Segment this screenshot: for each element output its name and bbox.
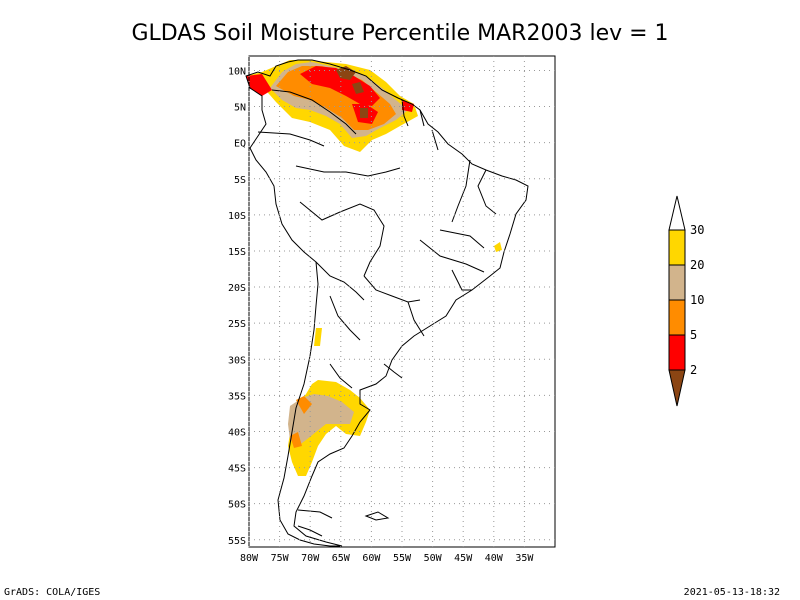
colorbar-label-30: 30 <box>690 223 704 237</box>
percentile-shading <box>246 60 502 476</box>
lat-lon-grid <box>248 56 555 547</box>
x-tick-label: 55W <box>393 553 412 564</box>
y-tick-label: 25S <box>228 319 246 330</box>
coastline-and-borders <box>245 59 529 547</box>
x-tick-label: 50W <box>424 553 443 564</box>
y-tick-label: 10N <box>228 66 246 77</box>
x-tick-label: 65W <box>332 553 351 564</box>
colorbar-label-10: 10 <box>690 293 704 307</box>
x-tick-label: 75W <box>271 553 290 564</box>
x-tick-label: 45W <box>454 553 473 564</box>
x-tick-label: 35W <box>515 553 534 564</box>
colorbar-segment-10-20 <box>668 264 686 301</box>
y-tick-label: 15S <box>228 247 246 258</box>
y-tick-label: 20S <box>228 283 246 294</box>
y-tick-label: 5S <box>234 175 246 186</box>
y-tick-label: 50S <box>228 500 246 511</box>
y-tick-label: 5N <box>234 103 246 114</box>
longitude-tick-labels: 80W 75W 70W 65W 60W 55W 50W 45W 40W 35W <box>240 553 534 564</box>
colorbar-segment-2-5 <box>668 334 686 371</box>
footer-timestamp: 2021-05-13-18:32 <box>683 587 780 598</box>
y-tick-label: 55S <box>228 536 246 547</box>
y-tick-label: EQ <box>234 139 246 150</box>
y-tick-label: 40S <box>228 427 246 438</box>
figure-title: GLDAS Soil Moisture Percentile MAR2003 l… <box>131 21 668 46</box>
y-tick-label: 45S <box>228 464 246 475</box>
latitude-tick-labels: 10N 5N EQ 5S 10S 15S 20S 25S 30S 35S 40S 45S 50S 55S <box>228 66 246 546</box>
colorbar-label-2: 2 <box>690 363 697 377</box>
colorbar-label-5: 5 <box>690 328 697 342</box>
y-tick-label: 10S <box>228 211 246 222</box>
y-tick-label: 30S <box>228 355 246 366</box>
x-tick-label: 40W <box>485 553 504 564</box>
colorbar-segment-above-30 <box>668 195 686 231</box>
colorbar-segment-5-10 <box>668 299 686 336</box>
colorbar: 30 20 10 5 2 <box>668 195 704 407</box>
x-tick-label: 80W <box>240 553 259 564</box>
colorbar-segment-20-30 <box>668 229 686 266</box>
y-tick-label: 35S <box>228 391 246 402</box>
colorbar-segment-below-2 <box>668 369 686 407</box>
x-tick-label: 60W <box>362 553 381 564</box>
footer-credit: GrADS: COLA/IGES <box>4 587 101 598</box>
x-tick-label: 70W <box>301 553 320 564</box>
colorbar-label-20: 20 <box>690 258 704 272</box>
